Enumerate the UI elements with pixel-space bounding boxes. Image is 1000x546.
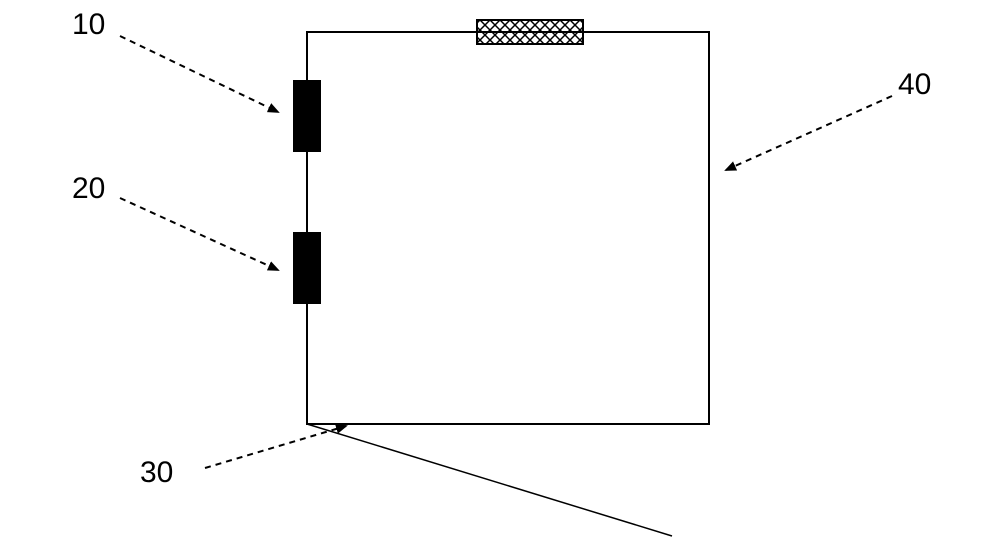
label-20: 20 [72, 172, 105, 206]
label-10: 10 [72, 8, 105, 42]
diagram-container: 10 20 30 40 [0, 0, 1000, 541]
arrow-20 [120, 198, 278, 270]
block-10 [293, 80, 321, 152]
block-20 [293, 232, 321, 304]
label-30: 30 [140, 456, 173, 490]
label-40: 40 [898, 68, 931, 102]
main-box [307, 32, 709, 424]
arrow-10 [120, 36, 278, 112]
arrow-40 [726, 96, 892, 170]
diagonal-line [307, 424, 672, 536]
arrow-30 [205, 426, 346, 468]
hatched-block [477, 20, 583, 44]
